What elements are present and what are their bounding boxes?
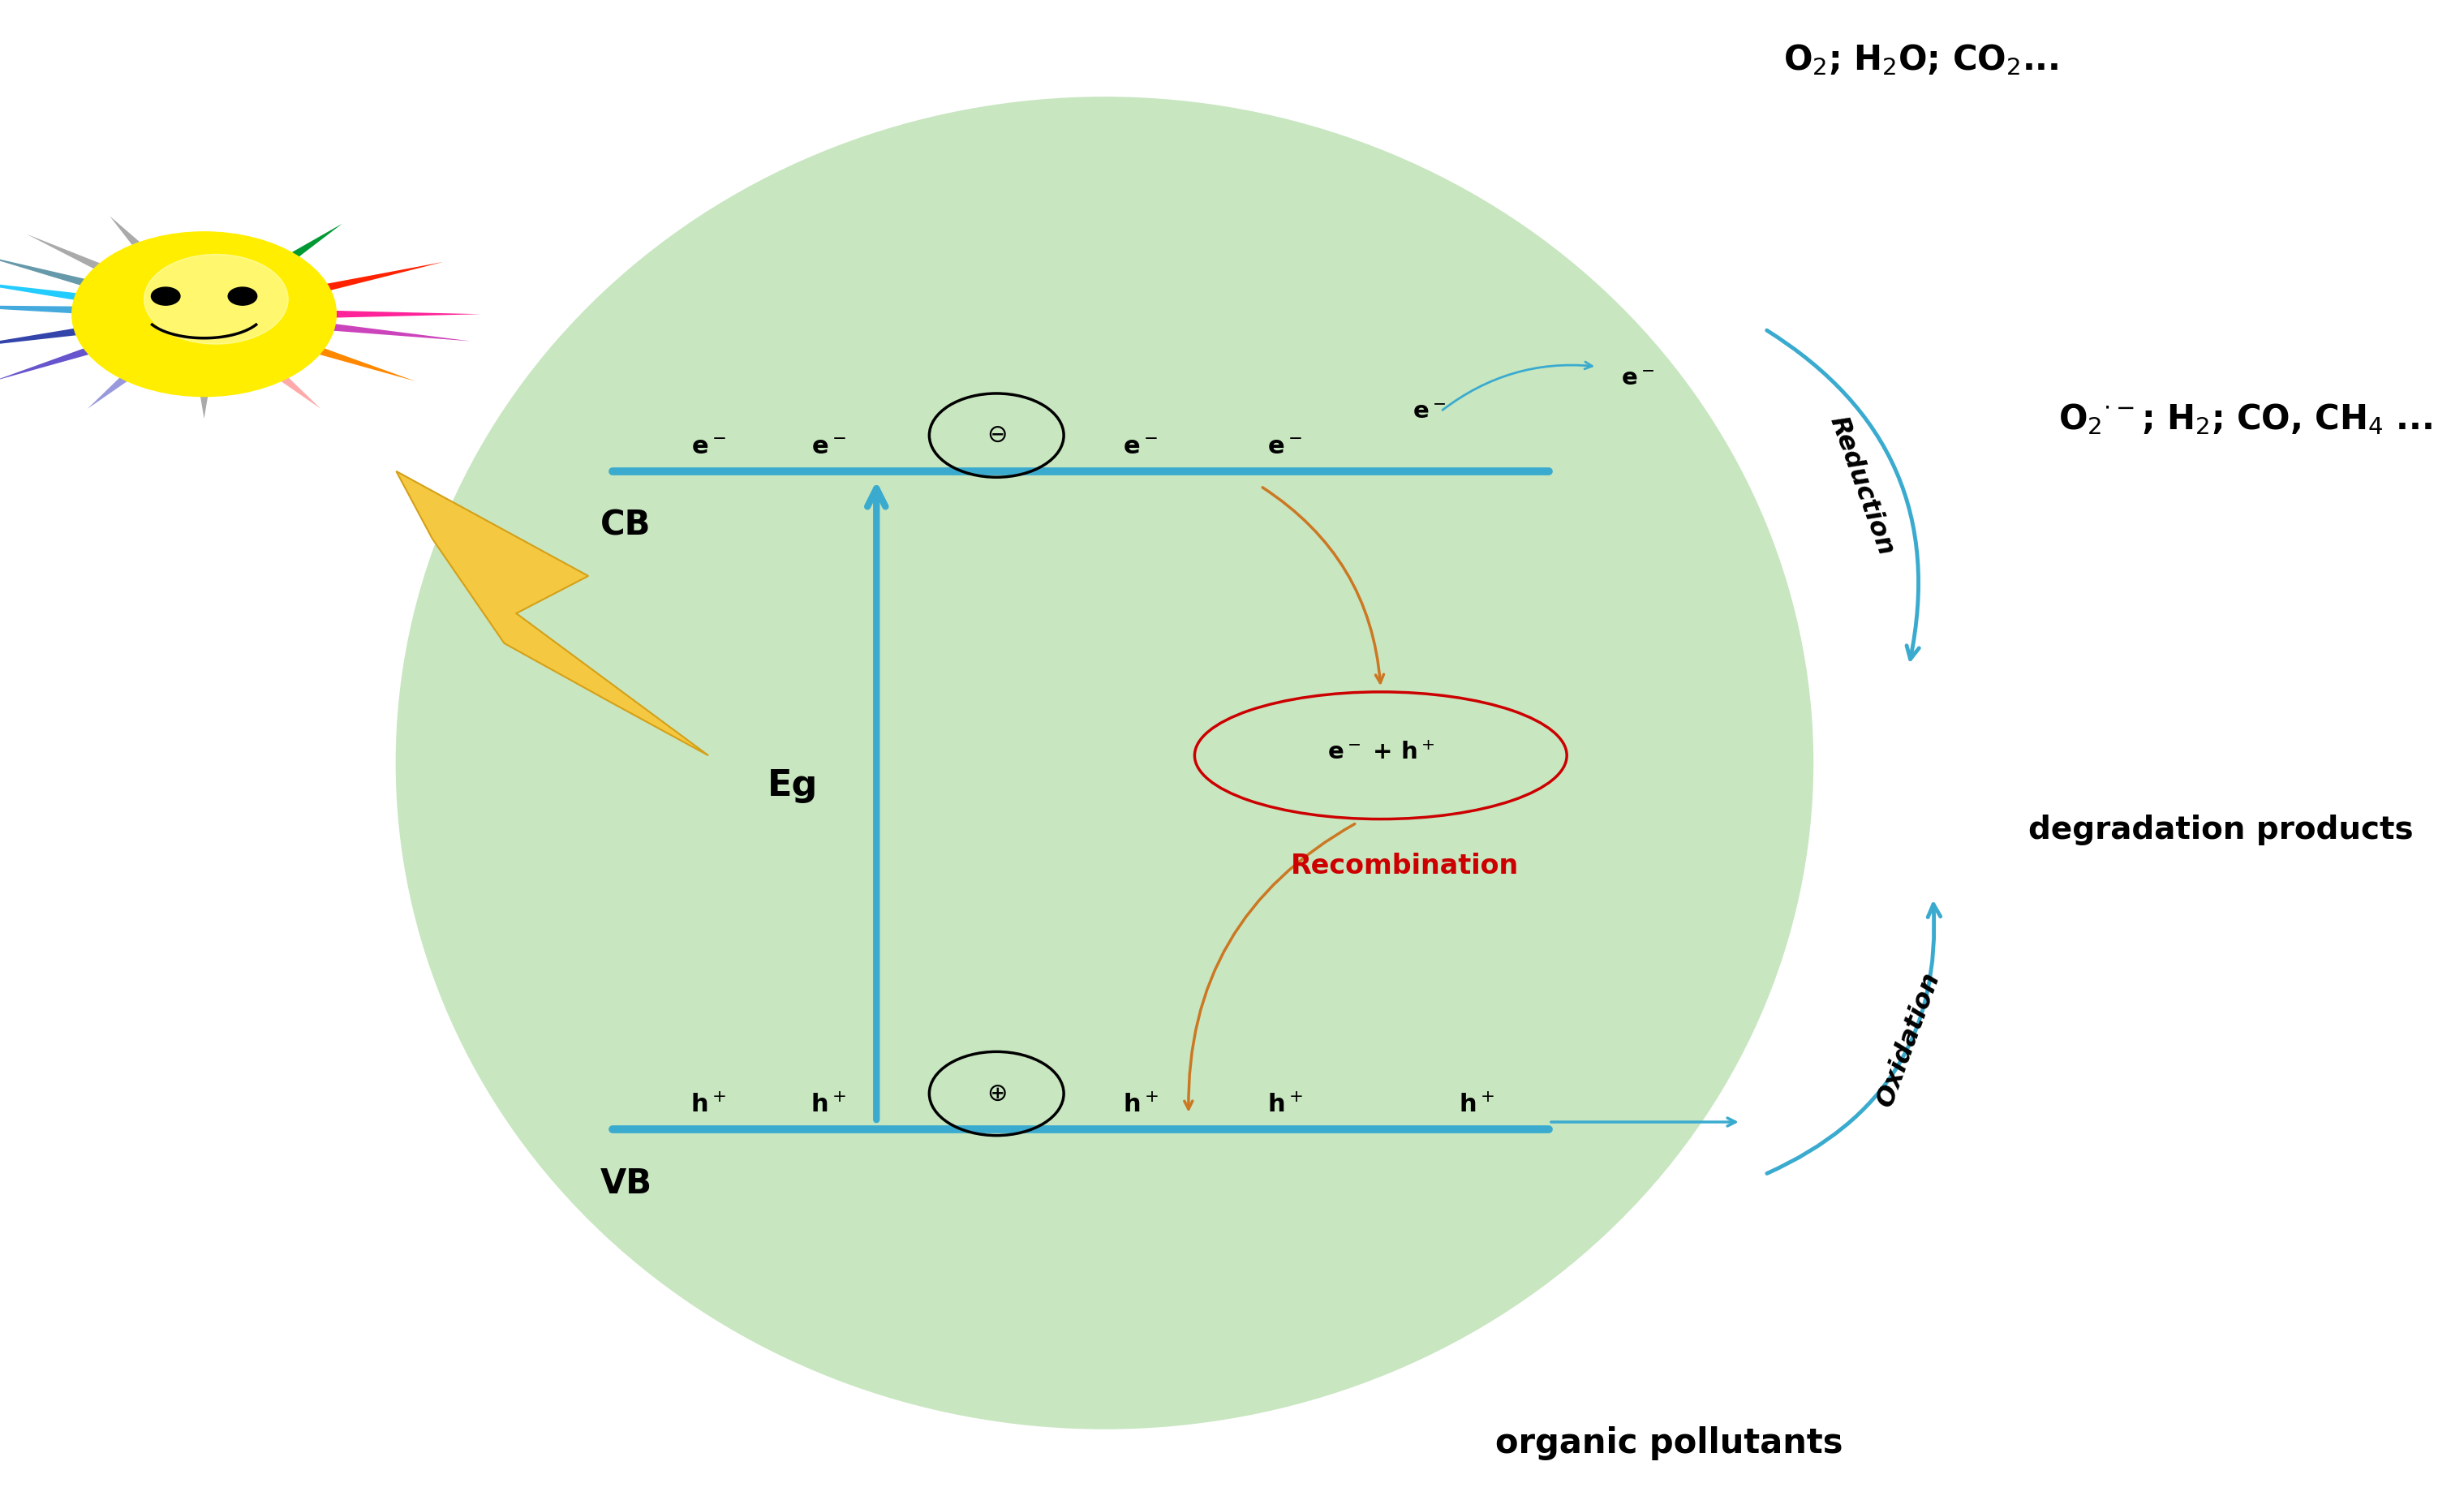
Text: $\ominus$: $\ominus$ [986,423,1008,447]
Polygon shape [86,358,158,408]
Text: h$^+$: h$^+$ [1266,1094,1303,1118]
Polygon shape [111,215,168,268]
Text: Oxidation: Oxidation [1873,969,1944,1110]
Text: e$^-$: e$^-$ [690,435,727,459]
FancyArrowPatch shape [1441,362,1592,410]
Text: organic pollutants: organic pollutants [1496,1427,1843,1460]
Polygon shape [0,328,84,350]
FancyArrowPatch shape [1262,488,1385,682]
Circle shape [143,254,288,344]
Polygon shape [261,224,342,272]
Polygon shape [251,358,320,408]
Text: e$^-$: e$^-$ [1124,435,1158,459]
Text: $\oplus$: $\oplus$ [986,1082,1008,1106]
Polygon shape [27,235,126,278]
Text: degradation products: degradation products [2028,815,2415,845]
FancyArrowPatch shape [1767,904,1942,1173]
FancyArrowPatch shape [1550,1118,1735,1126]
Text: e$^-$ + h$^+$: e$^-$ + h$^+$ [1328,741,1434,764]
Polygon shape [0,305,74,313]
Circle shape [150,287,180,305]
Text: Eg: Eg [766,767,818,803]
Text: CB: CB [601,509,650,543]
Text: h$^+$: h$^+$ [690,1094,727,1118]
Circle shape [229,287,256,305]
Text: O$_2$; H$_2$O; CO$_2$...: O$_2$; H$_2$O; CO$_2$... [1784,42,2057,78]
Text: h$^+$: h$^+$ [1459,1094,1496,1118]
Text: VB: VB [601,1167,653,1201]
FancyArrowPatch shape [1185,824,1355,1109]
Polygon shape [335,311,480,317]
Text: e$^-$: e$^-$ [811,435,845,459]
Polygon shape [0,254,101,289]
Text: Reduction: Reduction [1823,413,1897,560]
Text: O$_2$$^{\cdot-}$; H$_2$; CO, CH$_4$ ...: O$_2$$^{\cdot-}$; H$_2$; CO, CH$_4$ ... [2057,401,2432,437]
Text: e$^-$: e$^-$ [1412,401,1446,423]
Polygon shape [330,323,471,341]
Ellipse shape [397,97,1814,1429]
Polygon shape [298,344,416,381]
Polygon shape [397,471,707,755]
Circle shape [71,232,335,396]
Text: e$^-$: e$^-$ [1621,367,1653,390]
Polygon shape [195,364,214,419]
Polygon shape [313,262,444,292]
Text: h$^+$: h$^+$ [1124,1094,1158,1118]
Text: h$^+$: h$^+$ [811,1094,845,1118]
FancyArrowPatch shape [1767,331,1919,660]
Text: e$^-$: e$^-$ [1266,435,1301,459]
Polygon shape [0,278,84,301]
Polygon shape [0,344,108,381]
Text: Recombination: Recombination [1291,853,1518,880]
